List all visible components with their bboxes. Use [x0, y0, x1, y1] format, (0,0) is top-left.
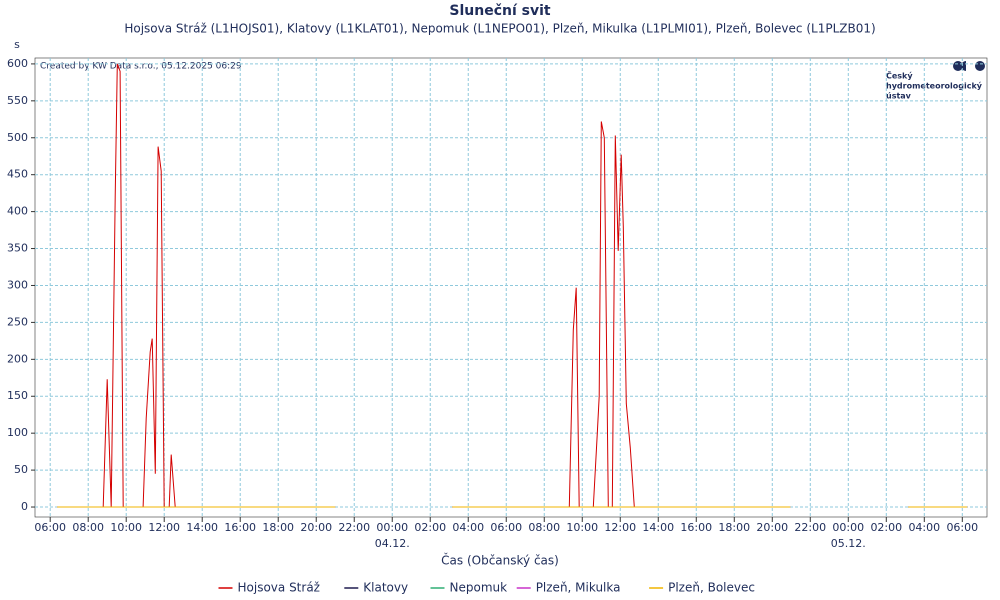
- x-axis-title: Čas (Občanský čas): [441, 553, 559, 568]
- x-tick-label: 18:00: [262, 521, 294, 534]
- legend-label: Plzeň, Mikulka: [536, 581, 621, 595]
- y-tick-label: 300: [7, 278, 28, 291]
- y-tick-label: 0: [21, 500, 28, 513]
- y-tick-label: 200: [7, 352, 28, 365]
- x-tick-label: 14:00: [186, 521, 218, 534]
- logo-text: ústav: [886, 92, 912, 101]
- x-tick-label: 04:00: [908, 521, 940, 534]
- x-tick-label: 02:00: [870, 521, 902, 534]
- logo-dot: [961, 61, 966, 71]
- x-date-label: 04.12.: [375, 537, 410, 550]
- x-tick-label: 22:00: [794, 521, 826, 534]
- x-tick-label: 14:00: [642, 521, 674, 534]
- credit: Created by KW Data s.r.o., 05.12.2025 06…: [40, 62, 242, 72]
- x-tick-label: 20:00: [300, 521, 332, 534]
- logo: Český hydrometeorologický ústav: [886, 61, 985, 101]
- x-tick-label: 00:00: [376, 521, 408, 534]
- legend-label: Klatovy: [363, 581, 408, 595]
- legend-label: Plzeň, Bolevec: [668, 581, 755, 595]
- chart-title: Sluneční svit: [449, 3, 551, 19]
- x-date-label: 05.12.: [831, 537, 866, 550]
- legend: Hojsova Stráž Klatovy Nepomuk Plzeň, Mikulk…: [218, 581, 755, 595]
- x-tick-label: 08:00: [528, 521, 560, 534]
- y-tick-label: 400: [7, 205, 28, 218]
- logo-text: hydrometeorologický: [886, 82, 983, 91]
- x-tick-label: 10:00: [110, 521, 142, 534]
- x-tick-label: 20:00: [756, 521, 788, 534]
- x-tick-label: 08:00: [72, 521, 104, 534]
- logo-dot: [975, 61, 985, 71]
- plot-area: [34, 57, 988, 518]
- y-tick-label: 350: [7, 242, 28, 255]
- x-tick-label: 16:00: [224, 521, 256, 534]
- y-tick-label: 450: [7, 168, 28, 181]
- y-tick-label: 150: [7, 389, 28, 402]
- x-tick-label: 06:00: [946, 521, 978, 534]
- legend-label: Hojsova Stráž: [238, 581, 320, 595]
- x-tick-label: 04:00: [452, 521, 484, 534]
- x-tick-label: 22:00: [338, 521, 370, 534]
- x-tick-label: 12:00: [148, 521, 180, 534]
- x-tick-label: 12:00: [604, 521, 636, 534]
- x-tick-label: 18:00: [718, 521, 750, 534]
- x-tick-label: 02:00: [414, 521, 446, 534]
- y-tick-label: 500: [7, 131, 28, 144]
- x-tick-label: 06:00: [34, 521, 66, 534]
- y-tick-label: 550: [7, 94, 28, 107]
- y-tick-label: 100: [7, 426, 28, 439]
- legend-label: Nepomuk: [450, 581, 508, 595]
- x-tick-label: 00:00: [832, 521, 864, 534]
- y-tick-label: 250: [7, 315, 28, 328]
- y-axis-title: s: [14, 38, 20, 51]
- y-tick-label: 50: [14, 463, 28, 476]
- logo-text: Český: [886, 70, 913, 81]
- x-tick-label: 16:00: [680, 521, 712, 534]
- x-tick-label: 10:00: [566, 521, 598, 534]
- y-tick-label: 600: [7, 57, 28, 70]
- chart-subtitle: Hojsova Stráž (L1HOJS01), Klatovy (L1KLA…: [124, 22, 875, 36]
- x-tick-label: 06:00: [490, 521, 522, 534]
